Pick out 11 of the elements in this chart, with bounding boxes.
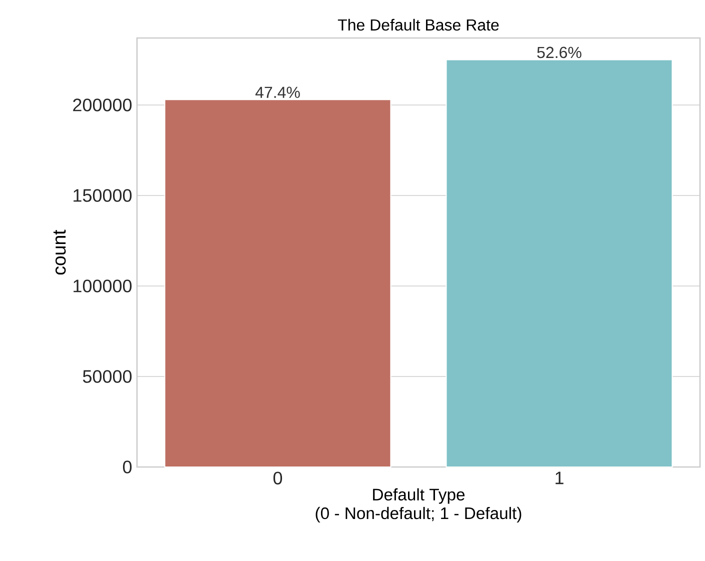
x-tick-label: 1 <box>556 472 564 484</box>
annotation: 52.6% <box>537 46 582 58</box>
y-tick-label: 200000 <box>73 98 132 112</box>
y-tick-label: 150000 <box>74 189 132 202</box>
y-tick-label: 50000 <box>82 370 132 383</box>
chart-title: The Default Base Rate <box>338 18 499 31</box>
x-axis-title: Default Type (0 - Non-default; 1 - Default) <box>316 488 522 522</box>
annotation: 47.4% <box>255 86 300 98</box>
y-tick-label: 100000 <box>74 280 132 292</box>
y-tick-label: 0 <box>122 460 132 474</box>
y-axis-title: count <box>53 230 66 275</box>
